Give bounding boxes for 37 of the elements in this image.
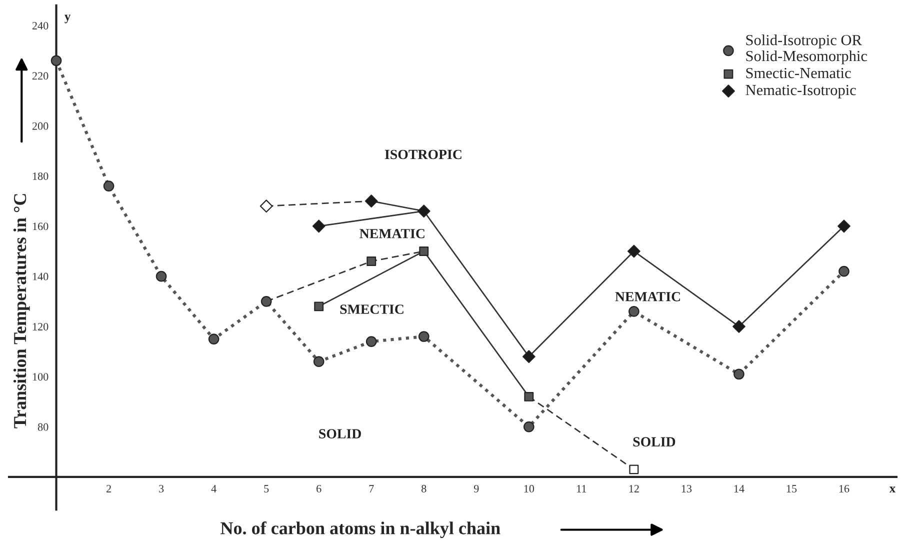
annotation: SMECTIC — [340, 304, 404, 314]
x-tick-label: 10 — [524, 484, 534, 492]
x-tick-label: 8 — [422, 484, 426, 492]
annotation: ISOTROPIC — [384, 150, 462, 160]
legend-label: Nematic-Isotropic — [746, 84, 856, 98]
x-tick-label: 16 — [839, 484, 850, 492]
x-tick-label: 3 — [159, 484, 164, 492]
annotation: x — [889, 486, 896, 492]
y-tick-label: 180 — [32, 172, 48, 180]
legend-label: Smectic-Nematic — [746, 68, 851, 78]
x-tick-label: 4 — [211, 485, 216, 492]
annotation: SOLID — [633, 437, 676, 447]
x-tick-label: 6 — [316, 484, 322, 492]
legend-label: Solid-Isotropic OR Solid-Mesomorphic — [746, 34, 867, 64]
x-tick-label: 11 — [577, 484, 586, 492]
x-tick-label: 2 — [106, 484, 111, 492]
annotation: NEMATIC — [360, 228, 424, 238]
y-tick-label: 240 — [32, 22, 48, 30]
y-tick-label: 200 — [32, 122, 48, 130]
y-tick-label: 120 — [32, 322, 48, 330]
x-tick-label: 5 — [264, 485, 269, 492]
y-tick-label: 160 — [32, 222, 48, 230]
y-axis-title: Transition Temperatures in °C — [13, 194, 30, 428]
annotation: SOLID — [319, 429, 361, 438]
y-tick-label: 80 — [38, 423, 48, 431]
x-tick-label: 12 — [629, 484, 639, 492]
y-tick-label: 140 — [32, 272, 48, 280]
annotation: NEMATIC — [615, 292, 680, 302]
y-tick-label: 220 — [32, 72, 48, 80]
x-tick-label: 7 — [369, 485, 374, 492]
x-tick-label: 9 — [474, 484, 479, 492]
annotation: y — [64, 14, 71, 24]
y-tick-label: 100 — [32, 373, 48, 381]
x-tick-label: 13 — [682, 484, 692, 492]
x-axis-title: No. of carbon atoms in n-alkyl chain — [220, 521, 500, 538]
x-tick-label: 14 — [734, 484, 744, 492]
x-tick-label: 15 — [786, 484, 797, 492]
